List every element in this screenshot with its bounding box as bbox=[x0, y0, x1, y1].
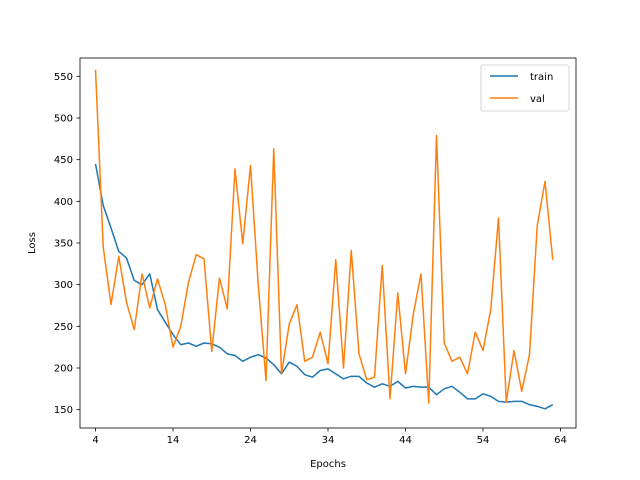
y-tick-label: 550 bbox=[54, 72, 73, 83]
y-tick-label: 300 bbox=[54, 280, 73, 291]
y-tick-label: 200 bbox=[54, 364, 73, 375]
plot-frame bbox=[79, 57, 577, 429]
y-tick-label: 450 bbox=[54, 155, 73, 166]
x-tick-label: 4 bbox=[92, 435, 98, 446]
legend-label-val: val bbox=[530, 94, 545, 105]
y-tick-label: 350 bbox=[54, 239, 73, 250]
plot-area bbox=[94, 69, 554, 410]
y-axis-ticks: 150 200 250 300 350 400 450 500 550 bbox=[54, 72, 80, 416]
x-tick-label: 54 bbox=[477, 435, 490, 446]
y-tick-label: 500 bbox=[54, 114, 73, 125]
series-line-train bbox=[94, 163, 554, 410]
legend-label-train: train bbox=[530, 72, 553, 83]
legend-box bbox=[480, 64, 570, 112]
legend: train val bbox=[480, 64, 570, 112]
x-tick-label: 24 bbox=[244, 435, 257, 446]
y-tick-label: 400 bbox=[54, 197, 73, 208]
x-tick-label: 14 bbox=[167, 435, 180, 446]
x-tick-label: 64 bbox=[554, 435, 567, 446]
x-axis-label: Epochs bbox=[310, 459, 346, 470]
y-tick-label: 250 bbox=[54, 322, 73, 333]
series-line-val bbox=[94, 69, 554, 404]
x-axis-ticks: 4 14 24 34 44 54 64 bbox=[92, 428, 567, 446]
x-tick-label: 34 bbox=[322, 435, 335, 446]
x-tick-label: 44 bbox=[399, 435, 412, 446]
y-tick-label: 150 bbox=[54, 405, 73, 416]
y-axis-label: Loss bbox=[27, 232, 38, 254]
